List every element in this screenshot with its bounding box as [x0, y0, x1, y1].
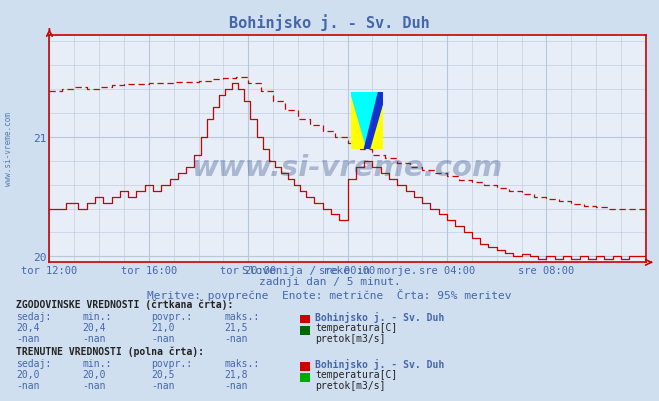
Text: pretok[m3/s]: pretok[m3/s] [315, 333, 386, 343]
Text: sedaj:: sedaj: [16, 311, 51, 321]
Text: Slovenija / reke in morje.: Slovenija / reke in morje. [242, 265, 417, 275]
Text: povpr.:: povpr.: [152, 311, 192, 321]
Text: 21,8: 21,8 [224, 369, 248, 379]
Text: -nan: -nan [152, 381, 175, 391]
Text: maks.:: maks.: [224, 358, 259, 368]
Text: zadnji dan / 5 minut.: zadnji dan / 5 minut. [258, 277, 401, 287]
Text: -nan: -nan [82, 381, 106, 391]
Text: 21,0: 21,0 [152, 322, 175, 332]
Text: ZGODOVINSKE VREDNOSTI (črtkana črta):: ZGODOVINSKE VREDNOSTI (črtkana črta): [16, 299, 234, 309]
Text: 20,0: 20,0 [82, 369, 106, 379]
Text: -nan: -nan [16, 381, 40, 391]
Text: min.:: min.: [82, 358, 112, 368]
Text: Bohinjsko j. - Sv. Duh: Bohinjsko j. - Sv. Duh [315, 358, 444, 369]
Text: Bohinjsko j. - Sv. Duh: Bohinjsko j. - Sv. Duh [315, 311, 444, 322]
Text: maks.:: maks.: [224, 311, 259, 321]
Polygon shape [351, 93, 384, 150]
Text: www.si-vreme.com: www.si-vreme.com [192, 154, 503, 182]
Text: Meritve: povprečne  Enote: metrične  Črta: 95% meritev: Meritve: povprečne Enote: metrične Črta:… [147, 288, 512, 300]
Text: 20,4: 20,4 [82, 322, 106, 332]
Text: 21,5: 21,5 [224, 322, 248, 332]
Text: -nan: -nan [82, 333, 106, 343]
Text: sedaj:: sedaj: [16, 358, 51, 368]
Text: -nan: -nan [224, 381, 248, 391]
Polygon shape [364, 93, 384, 150]
Text: temperatura[C]: temperatura[C] [315, 322, 397, 332]
Text: 20,0: 20,0 [16, 369, 40, 379]
Text: www.si-vreme.com: www.si-vreme.com [4, 111, 13, 185]
Polygon shape [351, 93, 384, 150]
Text: -nan: -nan [16, 333, 40, 343]
Text: pretok[m3/s]: pretok[m3/s] [315, 381, 386, 391]
Text: -nan: -nan [152, 333, 175, 343]
Text: Bohinjsko j. - Sv. Duh: Bohinjsko j. - Sv. Duh [229, 14, 430, 31]
Text: 20,5: 20,5 [152, 369, 175, 379]
Text: temperatura[C]: temperatura[C] [315, 369, 397, 379]
Text: 20,4: 20,4 [16, 322, 40, 332]
Text: min.:: min.: [82, 311, 112, 321]
Text: povpr.:: povpr.: [152, 358, 192, 368]
Text: TRENUTNE VREDNOSTI (polna črta):: TRENUTNE VREDNOSTI (polna črta): [16, 346, 204, 356]
Text: -nan: -nan [224, 333, 248, 343]
